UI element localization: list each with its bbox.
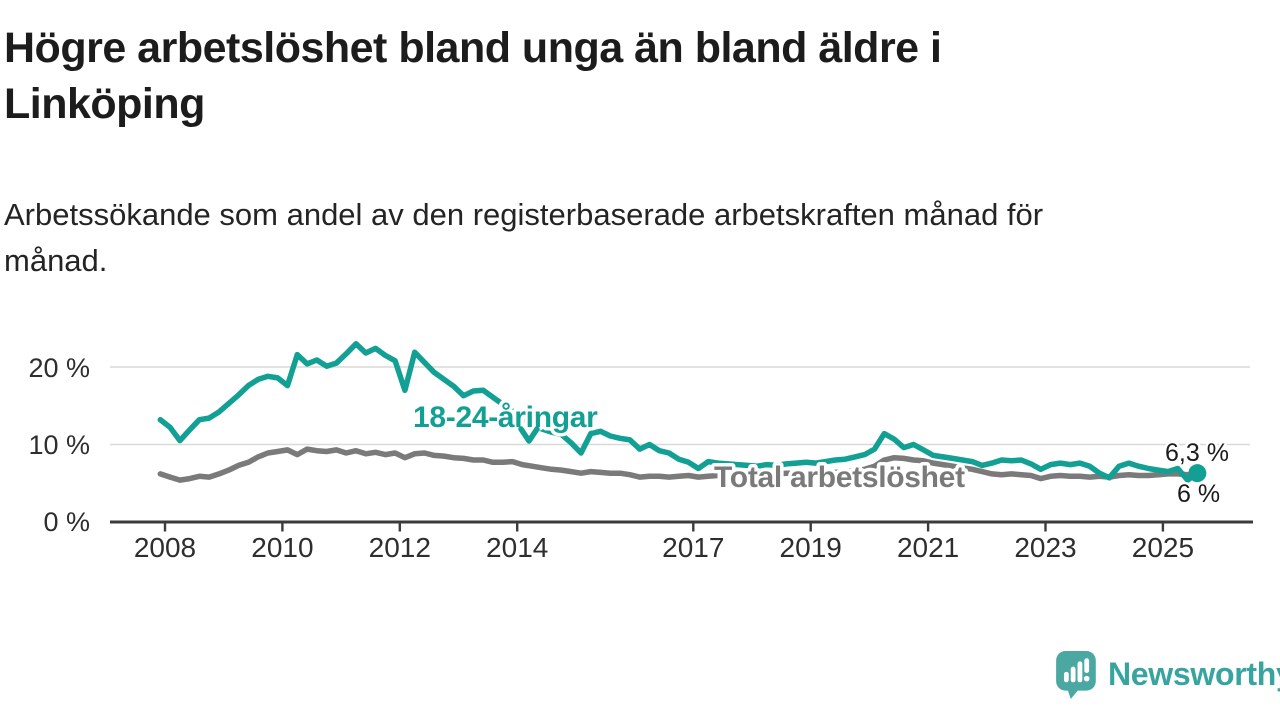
page-title: Högre arbetslöshet bland unga än bland ä… xyxy=(4,20,1164,132)
x-tick-label: 2008 xyxy=(134,532,196,563)
y-tick-label-20: 20 % xyxy=(28,353,90,383)
speech-bubble xyxy=(1056,651,1096,699)
page-title-line2: Linköping xyxy=(4,80,205,128)
series-line-total xyxy=(157,446,1201,483)
page-subtitle: Arbetssökande som andel av den registerb… xyxy=(4,192,1204,284)
x-tick-label: 2010 xyxy=(251,532,313,563)
newsworthy-logo-text: Newsworthy xyxy=(1108,656,1280,692)
x-tick-label: 2023 xyxy=(1014,532,1076,563)
y-tick-label-0: 0 % xyxy=(43,507,90,537)
x-tick-label: 2012 xyxy=(369,532,431,563)
youth-label-arrow-icon xyxy=(518,426,540,444)
series-line-youth xyxy=(157,341,1201,483)
series-end-dot xyxy=(1188,464,1207,483)
series-label-total: Total arbetslöshet xyxy=(714,461,965,494)
end-value-youth: 6,3 % xyxy=(1165,439,1229,467)
x-tick-label: 2025 xyxy=(1132,532,1194,563)
newsworthy-logo-icon xyxy=(1056,651,1096,699)
page-subtitle-line2: månad. xyxy=(4,243,108,278)
x-tick-label: 2014 xyxy=(486,532,548,563)
series-label-youth: 18-24-åringar xyxy=(413,401,598,434)
x-tick-label: 2019 xyxy=(780,532,842,563)
page-title-line1: Högre arbetslöshet bland unga än bland ä… xyxy=(4,24,942,72)
y-tick-label-10: 10 % xyxy=(28,430,90,460)
line-chart: 2008 2010 2012 2014 2017 2019 2021 2023 2025 20 … xyxy=(28,341,1253,563)
chart-annotations: 20 % 10 % 0 % 18-24-åringar Total arbets… xyxy=(28,353,1231,537)
x-tick-label: 2021 xyxy=(897,532,959,563)
x-tick-label: 2017 xyxy=(662,532,724,563)
page-subtitle-line1: Arbetssökande som andel av den registerb… xyxy=(4,197,1044,232)
end-value-total: 6 % xyxy=(1177,480,1220,508)
